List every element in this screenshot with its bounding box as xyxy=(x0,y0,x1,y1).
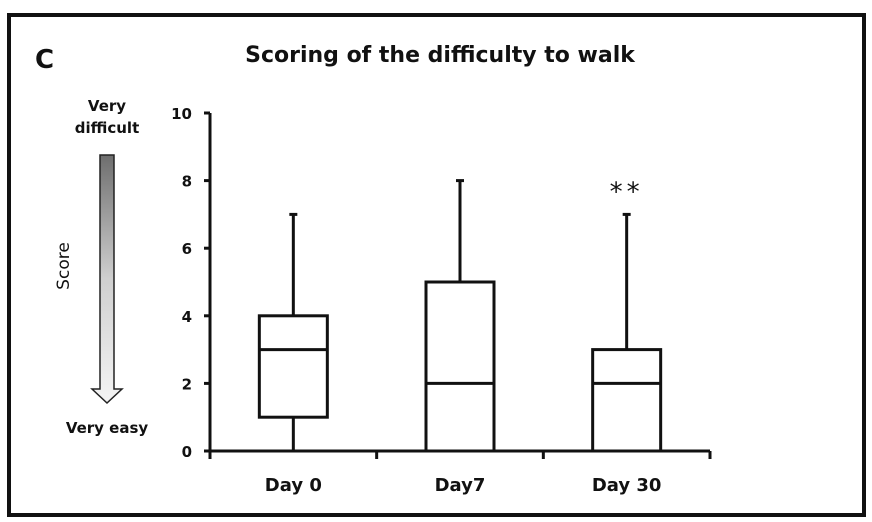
y-tick-label: 8 xyxy=(182,173,192,191)
x-tick-label: Day 0 xyxy=(265,475,322,496)
iqr-box xyxy=(424,280,496,453)
panel-label: C xyxy=(35,45,54,75)
y-tick-label: 0 xyxy=(182,443,192,461)
scale-bottom-label: Very easy xyxy=(66,419,149,437)
iqr-box xyxy=(591,348,663,453)
y-tick-label: 2 xyxy=(182,375,192,393)
y-tick-label: 4 xyxy=(182,308,192,326)
significance-annotation: ** xyxy=(610,177,644,207)
y-axis-label: Score xyxy=(54,242,74,290)
y-tick-label: 6 xyxy=(182,240,192,258)
y-tick-label: 10 xyxy=(171,105,192,123)
difficulty-arrow-icon xyxy=(90,154,124,405)
x-tick-label: Day 30 xyxy=(592,475,662,496)
x-tick-label: Day7 xyxy=(435,475,486,496)
scale-top-label-line1: Very xyxy=(88,97,126,115)
scale-top-label-line2: difficult xyxy=(75,119,140,137)
iqr-box xyxy=(257,314,329,419)
chart-title: Scoring of the difficulty to walk xyxy=(245,43,636,68)
